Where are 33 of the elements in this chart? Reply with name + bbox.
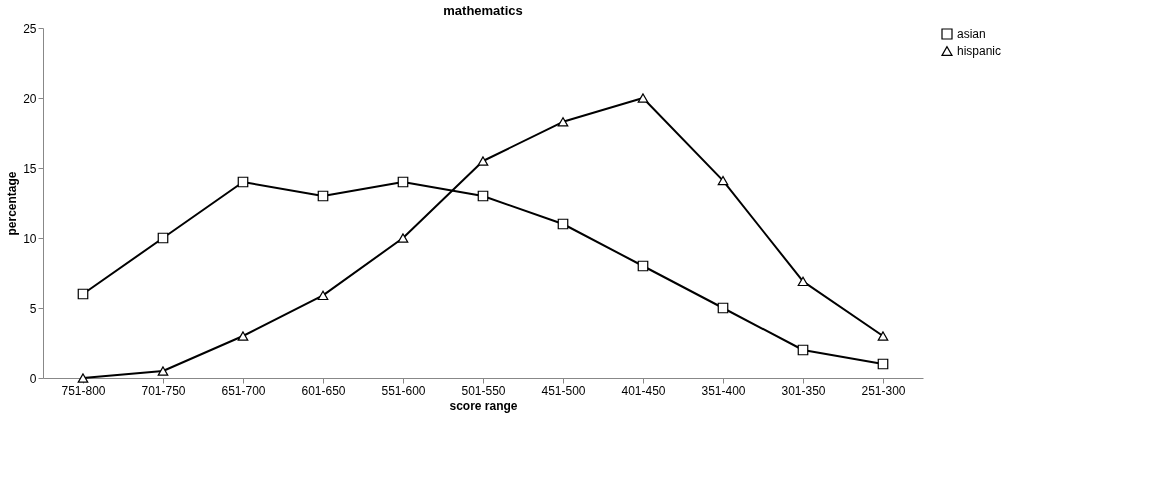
x-tick-label: 501-550 (461, 383, 506, 398)
y-tick-label: 25 (23, 21, 37, 36)
point (477, 156, 489, 166)
x-tick-label: 451-500 (541, 383, 586, 398)
chart-title: mathematics (443, 3, 523, 18)
point (317, 290, 329, 301)
point (557, 117, 569, 127)
point (237, 331, 249, 341)
x-tick-label: 651-700 (221, 383, 266, 398)
x-tick-label: 401-450 (621, 383, 666, 398)
x-tick-label: 701-750 (141, 383, 186, 398)
point (77, 373, 89, 383)
legend-label: hispanic (957, 44, 1002, 58)
point (637, 93, 649, 103)
x-tick-label: 251-300 (861, 383, 906, 398)
point (797, 276, 809, 287)
y-tick-label: 0 (29, 371, 37, 386)
y-tick-label: 15 (23, 161, 37, 176)
point (717, 175, 729, 186)
y-tick-label: 5 (29, 301, 37, 316)
point (157, 366, 169, 376)
x-tick-label: 551-600 (381, 383, 426, 398)
x-tick-label: 351-400 (701, 383, 746, 398)
point (877, 331, 889, 341)
legend-label: asian (957, 27, 986, 41)
y-tick-label: 20 (23, 91, 37, 106)
point (397, 233, 409, 243)
x-axis-title: score range (449, 398, 518, 413)
y-tick-label: 10 (23, 231, 37, 246)
x-tick-label: 301-350 (781, 383, 826, 398)
x-tick-label: 751-800 (61, 383, 106, 398)
x-tick-label: 601-650 (301, 383, 346, 398)
y-axis-title: percentage (5, 171, 20, 236)
